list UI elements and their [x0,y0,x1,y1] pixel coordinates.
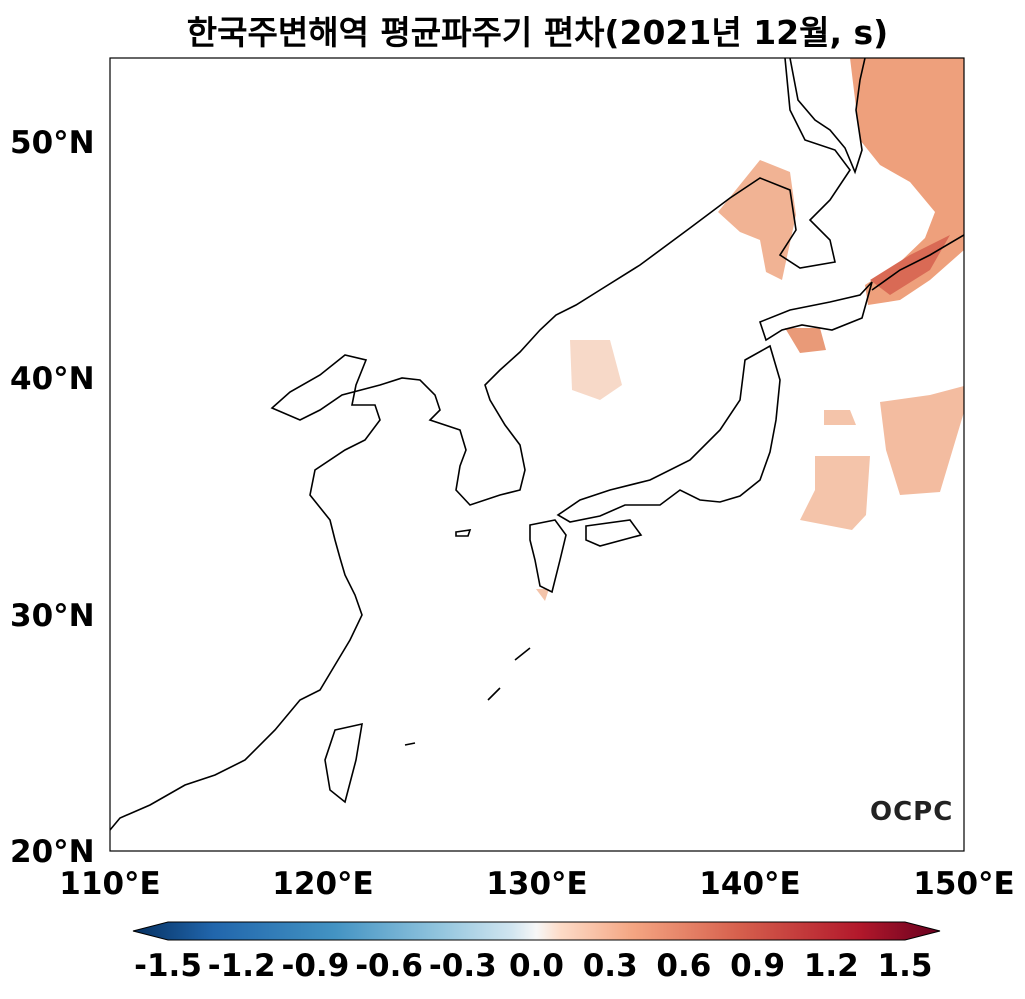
colorbar-tick-label: -0.3 [428,948,497,984]
colorbar-tick-label: -1.2 [207,948,276,984]
colorbar-tick-label: 1.5 [877,948,933,984]
coast-ryukyu [404,647,531,746]
lat-tick-label: 20°N [10,834,95,870]
colorbar-tick-label: 0.6 [656,948,712,984]
ocpc-logo: OCPC [870,797,954,827]
colorbar-tick-label: 0.9 [730,948,786,984]
colorbar [132,921,941,941]
colorbar-tick-label: 0.3 [582,948,638,984]
lon-tick-label: 130°E [486,866,588,902]
map-frame [109,57,965,852]
anomaly-field [536,58,964,601]
lon-tick-label: 140°E [699,866,801,902]
coast-hokkaido [759,281,873,342]
colorbar-body [132,921,941,941]
anomaly-patch-east-sea [570,340,622,400]
colorbar-tick-label: -0.6 [355,948,423,984]
coast-shikoku [585,519,643,547]
lat-tick-label: 30°N [10,598,95,634]
map-title: 한국주변해역 평균파주기 편차(2021년 12월, s) [186,13,889,52]
lon-tick-label: 120°E [272,866,374,902]
lon-tick-label: 110°E [59,866,161,902]
coastlines [110,58,964,831]
coast-jeju [455,529,472,537]
anomaly-patch-hokkaido-south [785,328,826,353]
colorbar-tick-label: -1.5 [134,948,202,984]
coast-sakhalin [789,58,866,175]
coast-mainland [110,58,851,831]
anomaly-patch-primorye [718,160,796,280]
anomaly-patch-kyushu [536,589,549,601]
colorbar-tick-label: 1.2 [803,948,859,984]
colorbar-tick-label: 0.0 [509,948,564,984]
colorbar-tick-label: -0.9 [281,948,350,984]
lat-tick-label: 40°N [10,361,95,397]
coast-kuril [871,234,964,291]
anomaly-patch-pacific-east [880,386,964,495]
lat-tick-label: 50°N [10,125,95,161]
coast-taiwan [324,722,363,804]
coast-kyushu [529,519,567,594]
anomaly-patch-pacific-mid [800,410,870,530]
lon-tick-label: 150°E [913,866,1015,902]
coast-honshu [556,344,781,523]
